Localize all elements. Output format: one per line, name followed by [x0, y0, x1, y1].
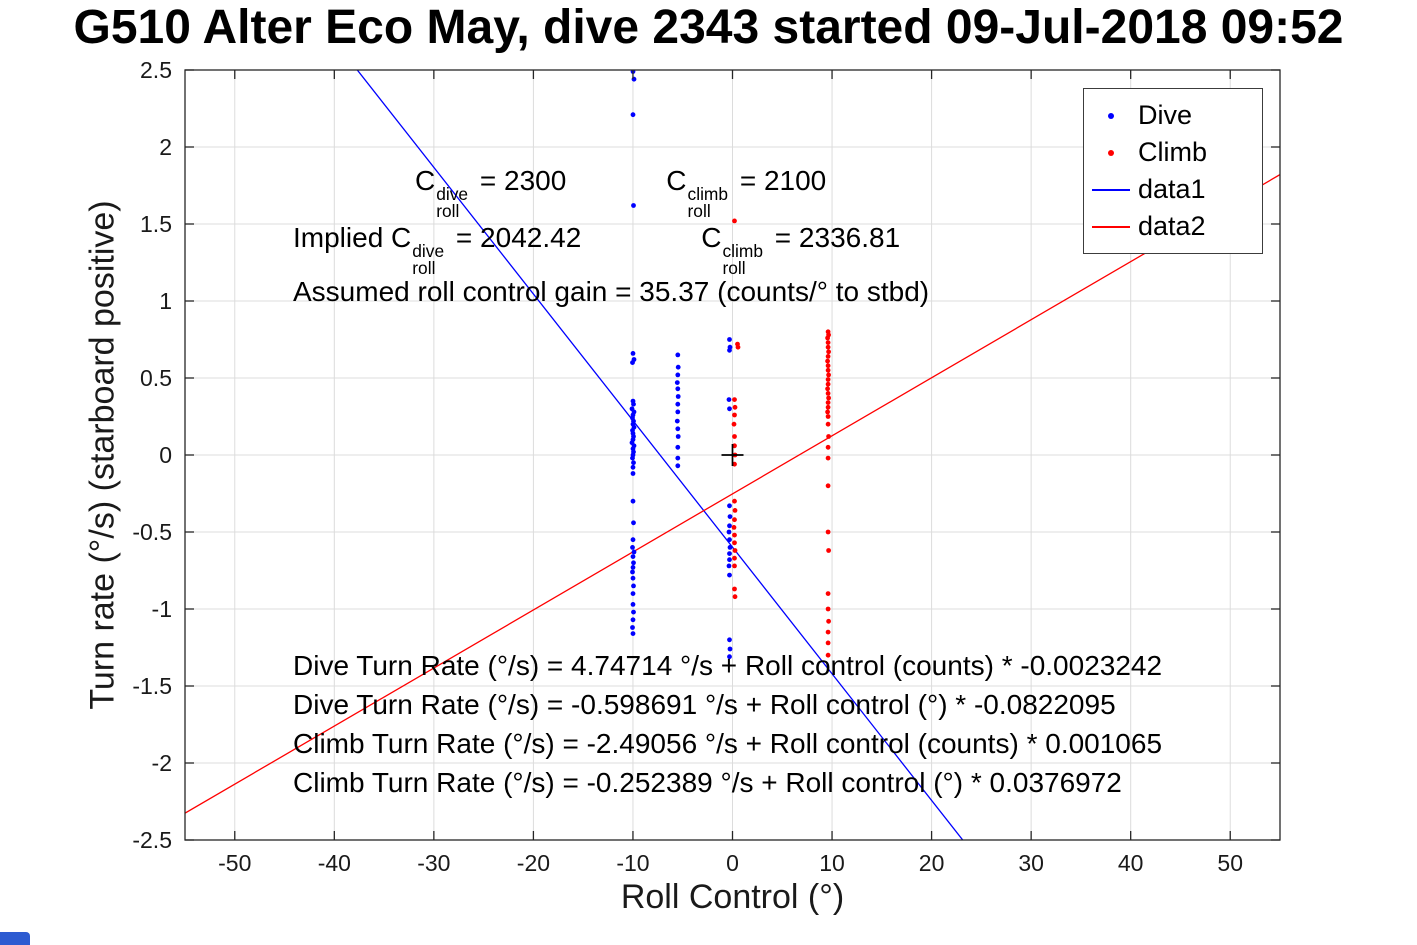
- svg-text:40: 40: [1118, 850, 1144, 876]
- svg-text:-1: -1: [152, 596, 172, 622]
- x-axis-label: Roll Control (°): [620, 878, 845, 916]
- equation-climb-degrees: Climb Turn Rate (°/s) = -0.252389 °/s + …: [293, 767, 1122, 798]
- climb-dot-marker: [1084, 149, 1138, 156]
- legend-label: Dive: [1138, 100, 1193, 130]
- svg-text:10: 10: [819, 850, 845, 876]
- legend-item-data1: data1: [1084, 171, 1262, 208]
- screen-corner-fragment: [0, 932, 30, 945]
- svg-text:2: 2: [159, 134, 172, 160]
- legend-item-data2: data2: [1084, 208, 1262, 245]
- svg-text:1.5: 1.5: [140, 211, 172, 237]
- svg-text:-50: -50: [218, 850, 251, 876]
- svg-text:-20: -20: [517, 850, 550, 876]
- dive-dot-marker: [1084, 112, 1138, 119]
- annotation-roll-gain: Assumed roll control gain = 35.37 (count…: [293, 276, 930, 307]
- svg-text:-10: -10: [616, 850, 649, 876]
- svg-text:50: 50: [1217, 850, 1243, 876]
- svg-text:20: 20: [919, 850, 945, 876]
- legend-label: data1: [1138, 174, 1206, 204]
- legend-item-dive: Dive: [1084, 97, 1262, 134]
- svg-text:1: 1: [159, 288, 172, 314]
- equation-dive-counts: Dive Turn Rate (°/s) = 4.74714 °/s + Rol…: [293, 650, 1163, 681]
- legend-label: Climb: [1138, 137, 1208, 167]
- svg-text:0: 0: [159, 442, 172, 468]
- svg-text:0.5: 0.5: [140, 365, 172, 391]
- svg-text:-2.5: -2.5: [132, 827, 172, 853]
- legend-label: data2: [1138, 211, 1206, 241]
- svg-text:0: 0: [726, 850, 739, 876]
- equation-climb-counts: Climb Turn Rate (°/s) = -2.49056 °/s + R…: [293, 728, 1163, 759]
- figure-title: G510 Alter Eco May, dive 2343 started 09…: [73, 1, 1344, 54]
- svg-text:-2: -2: [152, 750, 172, 776]
- legend-item-climb: Climb: [1084, 134, 1262, 171]
- svg-text:-30: -30: [417, 850, 450, 876]
- zero-zero-marker: [721, 444, 744, 466]
- scatter-points: [629, 70, 831, 660]
- svg-text:-0.5: -0.5: [132, 519, 172, 545]
- data2-line-marker: [1084, 225, 1138, 228]
- fit-equations: Dive Turn Rate (°/s) = 4.74714 °/s + Rol…: [293, 646, 1162, 802]
- svg-text:-1.5: -1.5: [132, 673, 172, 699]
- data1-line-marker: [1084, 188, 1138, 191]
- equation-dive-degrees: Dive Turn Rate (°/s) = -0.598691 °/s + R…: [293, 689, 1116, 720]
- svg-text:-40: -40: [318, 850, 351, 876]
- y-axis-label: Turn rate (°/s) (starboard positive): [83, 200, 122, 710]
- fit-lines: [185, 70, 1280, 840]
- legend: Dive Climb data1 data2: [1083, 88, 1263, 254]
- axis-ticks: -50 -40 -30 -20 -10 0 10 20 30 40 50-2.5-2-1.5-1-0…: [132, 57, 1280, 876]
- svg-text:30: 30: [1018, 850, 1044, 876]
- svg-text:2.5: 2.5: [140, 57, 172, 83]
